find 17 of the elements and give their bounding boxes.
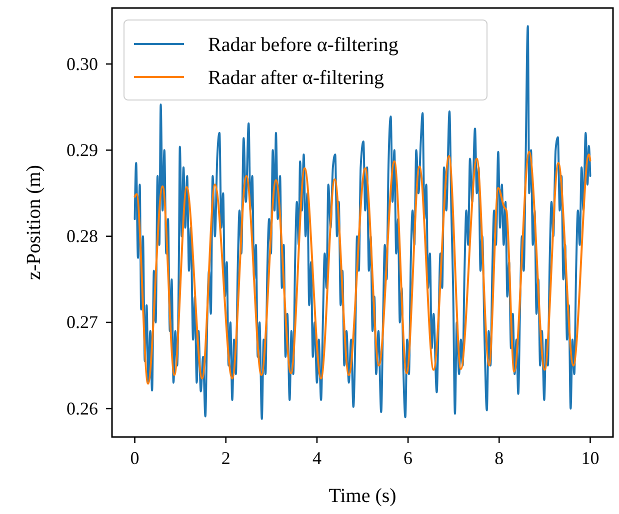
x-axis-title: Time (s) xyxy=(328,485,396,507)
x-tick-label: 10 xyxy=(581,448,600,468)
y-axis-title: z-Position (m) xyxy=(23,165,45,280)
x-tick-label: 8 xyxy=(494,448,504,468)
y-tick-label: 0.26 xyxy=(66,398,98,418)
line-series xyxy=(134,150,592,385)
y-tick-label: 0.29 xyxy=(66,140,98,160)
x-tick-label: 2 xyxy=(221,448,230,468)
x-tick-label: 6 xyxy=(404,448,413,468)
y-tick-label: 0.30 xyxy=(66,54,98,74)
x-tick-label: 0 xyxy=(130,448,140,468)
legend-label: Radar after α-filtering xyxy=(208,67,384,89)
x-tick-label: 4 xyxy=(312,448,322,468)
line-series xyxy=(134,25,592,420)
legend-label: Radar before α-filtering xyxy=(208,34,398,56)
y-tick-label: 0.28 xyxy=(66,226,98,246)
y-tick-label: 0.27 xyxy=(66,312,98,332)
